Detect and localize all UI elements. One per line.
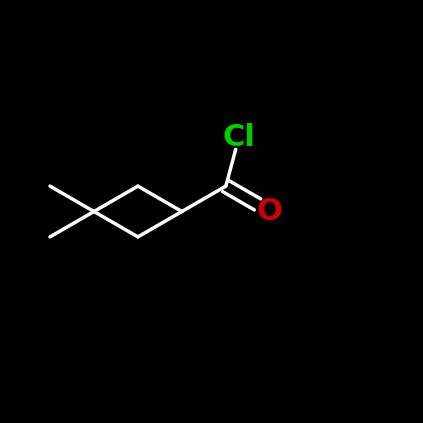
Text: O: O [257, 197, 283, 226]
Text: Cl: Cl [222, 123, 255, 151]
